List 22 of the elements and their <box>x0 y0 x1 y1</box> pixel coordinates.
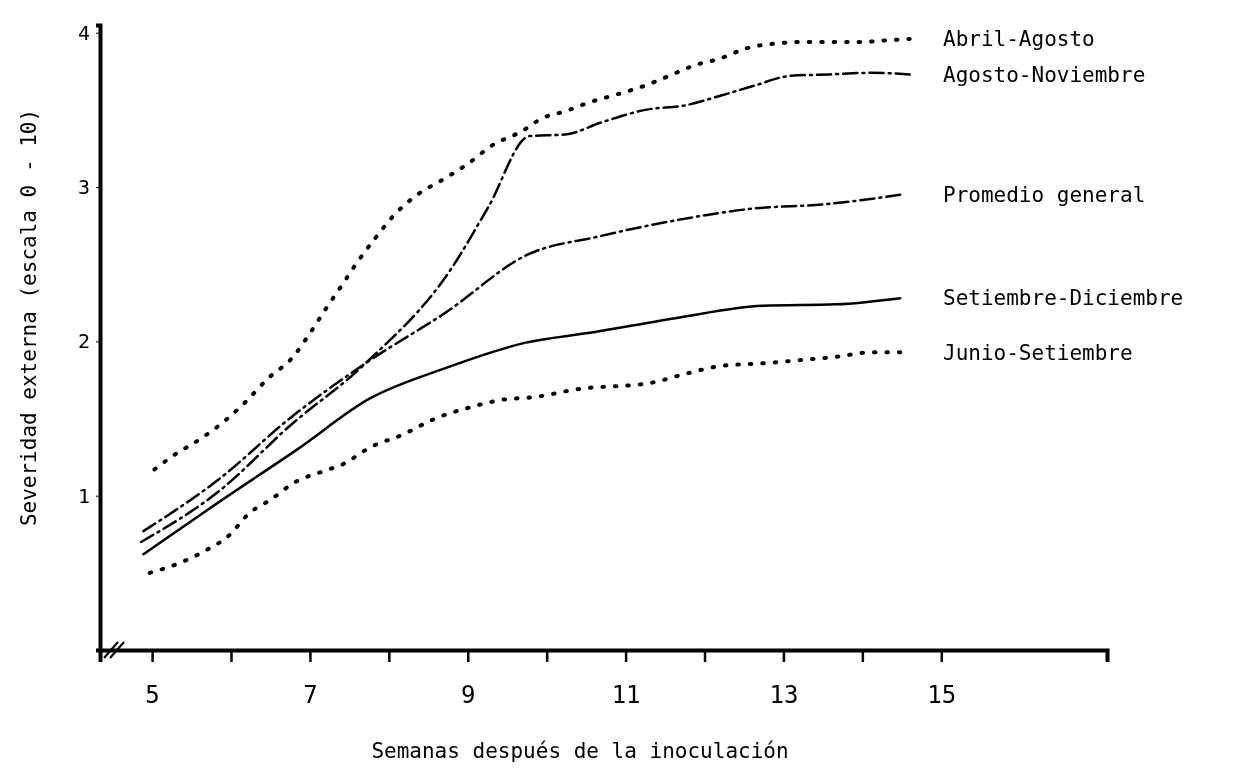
x-tick-label: 5 <box>145 681 160 710</box>
line-series <box>142 296 902 556</box>
y-tick-label: 4 <box>77 20 90 45</box>
line-series <box>152 36 912 472</box>
series-label: Agosto-Noviembre <box>943 62 1146 87</box>
line-series <box>147 350 903 575</box>
x-tick-label: 15 <box>927 681 957 710</box>
x-tick-label: 13 <box>769 681 799 710</box>
text: Setiembre-Diciembre <box>943 286 1184 311</box>
y-tick-label: 2 <box>77 329 90 354</box>
series-label: Abril-Agosto <box>943 27 1095 52</box>
y-tick-label: 3 <box>77 174 90 199</box>
y-axis-title: Severidad externa (escala 0 - 10) <box>17 108 41 527</box>
line-series <box>142 193 902 533</box>
x-tick-label: 11 <box>611 681 641 710</box>
text: Junio-Setiembre <box>943 340 1133 365</box>
x-tick-label: 9 <box>461 681 476 710</box>
x-tick-label: 7 <box>303 681 318 710</box>
text: Promedio general <box>943 183 1146 208</box>
y-tick-label: 1 <box>77 483 90 508</box>
x-axis-title: Semanas después de la inoculación <box>371 739 789 763</box>
line-series <box>139 71 911 544</box>
